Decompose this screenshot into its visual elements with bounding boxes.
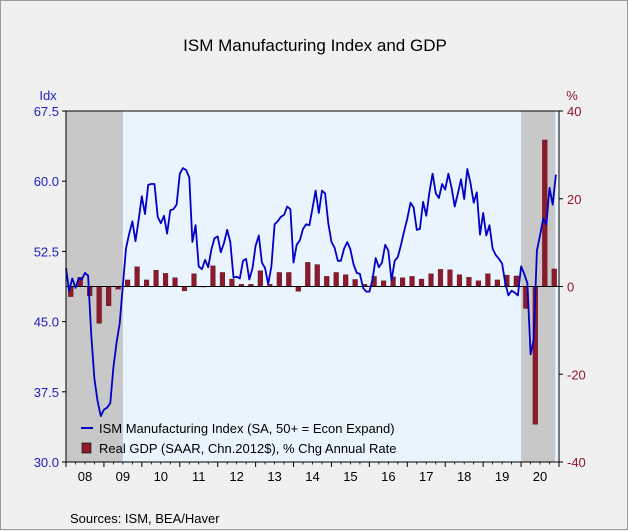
- gdp-bar: [399, 277, 406, 287]
- x-tick-label: 15: [343, 469, 357, 484]
- axes-layer: 30.0 37.5 45.0 52.5 60.0 67.5 -40 -20 0 20 40 08 09 1…: [34, 104, 586, 484]
- gdp-bar: [447, 269, 453, 287]
- x-tick-label: 11: [192, 469, 206, 484]
- gdp-bar: [428, 273, 434, 287]
- gdp-bar: [475, 280, 481, 287]
- ism-line-layer: [65, 167, 557, 418]
- x-tick-label: 16: [381, 469, 395, 484]
- gdp-bar: [229, 278, 235, 287]
- x-tick-label: 10: [154, 469, 168, 484]
- x-tick-label: 09: [116, 469, 130, 484]
- gdp-bar: [210, 265, 216, 287]
- legend: ISM Manufacturing Index (SA, 50+ = Econ …: [81, 421, 396, 456]
- gdp-bar: [409, 276, 415, 287]
- legend-gdp-swatch: [81, 442, 92, 454]
- right-axis-label: %: [566, 88, 578, 103]
- legend-ism-label: ISM Manufacturing Index (SA, 50+ = Econ …: [99, 421, 395, 436]
- x-tick-label: 18: [457, 469, 471, 484]
- gdp-bar: [153, 270, 159, 287]
- gdp-bar: [485, 273, 491, 287]
- gdp-bar: [191, 273, 197, 287]
- gdp-bar: [324, 276, 330, 287]
- left-tick-label: 45.0: [34, 315, 59, 330]
- right-tick-label: 40: [567, 104, 581, 119]
- left-tick-label: 37.5: [34, 385, 59, 400]
- right-tick-label: -40: [567, 455, 586, 470]
- gdp-bar: [106, 286, 112, 307]
- gdp-bar: [466, 277, 472, 287]
- left-tick-label: 30.0: [34, 455, 59, 470]
- x-tick-label: 08: [78, 469, 92, 484]
- legend-gdp-label: Real GDP (SAAR, Chn.2012$), % Chg Annual…: [99, 441, 396, 456]
- gdp-bar: [456, 274, 463, 287]
- left-axis-label: Idx: [39, 88, 57, 103]
- gdp-bar: [513, 275, 519, 287]
- gdp-bar: [551, 268, 557, 287]
- gdp-bar: [418, 278, 425, 287]
- left-tick-label: 67.5: [34, 104, 59, 119]
- gdp-bar: [172, 277, 178, 287]
- right-tick-label: -20: [567, 367, 586, 382]
- gdp-bar: [181, 286, 188, 292]
- gdp-bar: [437, 269, 444, 287]
- left-tick-label: 52.5: [34, 244, 59, 259]
- right-tick-label: 20: [567, 192, 581, 207]
- x-tick-label: 20: [533, 469, 547, 484]
- ism-line: [65, 167, 557, 418]
- chart-title: ISM Manufacturing Index and GDP: [183, 36, 447, 55]
- gdp-bar: [381, 280, 387, 287]
- gdp-bar: [162, 273, 169, 287]
- gdp-bar: [96, 286, 102, 324]
- x-tick-label: 12: [229, 469, 243, 484]
- gdp-bar: [144, 279, 150, 287]
- x-tick-label: 19: [495, 469, 509, 484]
- gdp-bar: [494, 279, 500, 287]
- x-tick-label: 13: [267, 469, 281, 484]
- gdp-bar: [219, 272, 226, 287]
- gdp-bar: [343, 274, 349, 287]
- gdp-bar: [134, 266, 140, 287]
- gdp-bar: [276, 272, 282, 287]
- gdp-bar: [125, 279, 131, 287]
- gdp-bar: [295, 286, 301, 292]
- right-tick-label: 0: [567, 280, 574, 295]
- gdp-bar: [305, 262, 311, 287]
- x-tick-label: 14: [305, 469, 319, 484]
- x-tick-label: 17: [419, 469, 433, 484]
- source-note: Sources: ISM, BEA/Haver: [70, 511, 220, 526]
- left-tick-label: 60.0: [34, 174, 59, 189]
- gdp-bar: [333, 272, 339, 287]
- gdp-bar: [286, 272, 292, 287]
- gdp-bar: [257, 270, 263, 287]
- gdp-bar: [352, 279, 358, 287]
- gdp-bar: [314, 264, 320, 287]
